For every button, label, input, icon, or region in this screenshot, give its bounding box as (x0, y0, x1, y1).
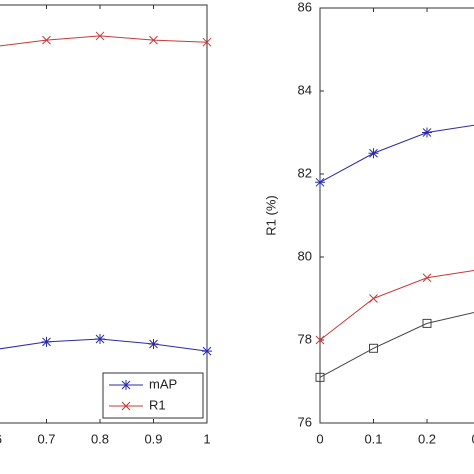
marker-stroke (202, 37, 212, 47)
marker-stroke (202, 346, 212, 357)
marker (42, 35, 51, 45)
marker (368, 148, 379, 159)
x-tick-label: 0.2 (418, 431, 436, 446)
marker (121, 401, 131, 411)
marker (315, 372, 325, 382)
marker (95, 333, 105, 344)
marker-stroke (121, 401, 131, 411)
y-tick-label: 80 (298, 248, 312, 263)
marker-stroke (369, 294, 378, 303)
series-line (0, 35, 208, 47)
x-tick-label: 1 (203, 431, 210, 446)
marker-stroke (95, 333, 105, 344)
x-tick-label: 0.1 (364, 431, 382, 446)
marker (149, 35, 158, 45)
x-tick-label: 0.9 (144, 431, 162, 446)
x-tick-label: 0.8 (91, 431, 109, 446)
marker (315, 177, 325, 188)
legend-label: R1 (149, 397, 166, 412)
y-tick-label: 84 (298, 82, 312, 97)
y-tick-label: 76 (298, 414, 312, 429)
marker-stroke (95, 31, 105, 41)
series-line (319, 269, 474, 341)
y-tick-label: 78 (298, 331, 312, 346)
marker-stroke (422, 127, 432, 138)
x-tick-label: 0.3 (471, 431, 474, 446)
marker (202, 37, 212, 47)
marker-stroke (148, 338, 159, 349)
plot-frame (319, 7, 474, 424)
y-tick-label: 82 (298, 165, 312, 180)
marker (369, 294, 378, 303)
x-tick-label: 0 (316, 431, 323, 446)
series-line (0, 338, 208, 352)
marker-stroke (422, 273, 432, 283)
legend-box (102, 372, 204, 419)
marker-stroke (315, 335, 325, 345)
marker (369, 343, 378, 353)
marker (315, 335, 325, 345)
marker (422, 127, 432, 138)
marker (41, 336, 52, 347)
marker-stroke (42, 35, 51, 45)
marker-stroke (149, 35, 158, 45)
marker (121, 380, 131, 390)
series-line (319, 311, 474, 378)
marker (422, 273, 432, 283)
marker (202, 346, 212, 357)
series-line (319, 124, 474, 183)
marker-stroke (41, 336, 52, 347)
legend-label: mAP (149, 376, 177, 391)
y-tick-label: 86 (298, 0, 312, 14)
marker-stroke (121, 380, 131, 390)
marker (148, 338, 159, 349)
marker-stroke (315, 177, 325, 188)
marker (422, 318, 432, 328)
x-tick-label: 0.7 (37, 431, 55, 446)
x-tick-label: 0.6 (0, 431, 2, 446)
y-axis-label: R1 (%) (263, 195, 278, 235)
marker-stroke (368, 148, 379, 159)
plot-frame (0, 4, 208, 424)
marker (95, 31, 105, 41)
